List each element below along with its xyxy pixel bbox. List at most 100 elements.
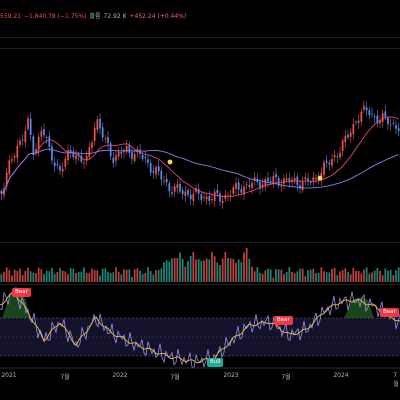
volume-bar [379, 270, 381, 282]
volume-bar [387, 270, 389, 282]
candle-body [152, 171, 155, 173]
candle-body [43, 129, 45, 136]
ma-fast-line [0, 116, 399, 197]
volume-bar [331, 268, 333, 282]
volume-bar [184, 266, 187, 282]
volume-bar [24, 270, 27, 282]
candle-body [331, 158, 333, 166]
volume-bar [203, 260, 205, 282]
candle-body [336, 156, 339, 158]
volume-bar [160, 268, 163, 282]
volume-bar [189, 255, 192, 282]
volume-bar [339, 271, 341, 282]
oscillator-bear-fill [2, 290, 30, 318]
volume-bar [32, 272, 35, 282]
volume-bar [163, 262, 165, 282]
volume-bar [336, 274, 339, 282]
volume-bar [389, 269, 392, 282]
legend-row: 559.21 −1,840.78 (−1.75%) 볼륨 72.92 K +45… [0, 11, 186, 23]
volume-bar [341, 270, 344, 282]
volume-bar [187, 261, 189, 282]
volume-bar [381, 275, 384, 282]
volume-bar [312, 268, 315, 282]
candle-body [245, 184, 248, 186]
volume-bar [240, 261, 243, 282]
time-axis-label: 7월 [393, 372, 399, 388]
candle-body [363, 105, 365, 110]
candle-body [387, 117, 389, 125]
candle-body [299, 185, 301, 189]
volume-bar [11, 275, 13, 282]
volume-bar [296, 271, 299, 282]
candle-body [376, 115, 379, 124]
cross-marker [317, 175, 323, 181]
candle-body [373, 116, 376, 117]
bear-signal-tag: Bear [12, 288, 31, 297]
volume-bar [61, 270, 64, 282]
candle-body [269, 180, 272, 182]
candle-body [293, 177, 296, 182]
pane-divider-volume[interactable] [0, 242, 400, 243]
volume-bar [315, 273, 317, 282]
candle-body [61, 168, 64, 172]
candle-body [101, 127, 104, 138]
volume-bar [51, 267, 53, 282]
candle-body [251, 182, 253, 189]
candle-body [275, 173, 277, 178]
candle-body [392, 122, 395, 124]
volume-bar [53, 273, 56, 282]
volume-bar [83, 267, 85, 282]
pane-divider-top [0, 37, 400, 38]
volume-bar [133, 269, 136, 282]
volume-bar [88, 273, 91, 282]
volume-label: 볼륨 [89, 13, 101, 20]
volume-bar [72, 268, 75, 282]
volume-bar [80, 271, 83, 282]
candle-body [165, 178, 168, 183]
candle-body [200, 194, 203, 200]
time-axis-label: 2021 [1, 372, 17, 379]
candle-body [29, 118, 32, 136]
volume-bar [229, 258, 232, 282]
candle-body [107, 136, 109, 144]
volume-bar [248, 258, 251, 282]
volume-bar [91, 268, 93, 282]
candle-body [333, 155, 336, 157]
volume-bar [253, 271, 256, 282]
candle-body [235, 183, 237, 189]
time-axis-label: 7월 [281, 374, 291, 381]
candle-body [141, 155, 144, 159]
volume-bar [43, 274, 45, 282]
volume-bar [67, 274, 69, 282]
candle-body [109, 143, 112, 157]
candle-body [288, 178, 291, 183]
candle-body [347, 134, 349, 138]
candle-body [277, 177, 280, 186]
volume-bar [59, 267, 61, 282]
bear-signal-tag: Bear [274, 316, 293, 325]
volume-bar [29, 271, 32, 282]
candle-body [59, 166, 61, 171]
pane-divider-oscillator[interactable] [0, 284, 400, 285]
volume-bar [291, 271, 293, 282]
candle-body [115, 155, 117, 161]
volume-bar [0, 274, 3, 282]
volume-bar [256, 267, 259, 282]
candle-body [211, 199, 213, 201]
candle-body [48, 136, 51, 147]
candle-body [232, 187, 235, 194]
ma-slow-line [0, 148, 399, 195]
candle-body [88, 147, 91, 157]
volume-bar [123, 269, 125, 282]
candle-body [384, 111, 387, 117]
candle-body [99, 118, 101, 129]
volume-bar [245, 248, 248, 282]
candle-body [144, 156, 147, 158]
volume-bar [277, 269, 280, 282]
candle-body [272, 175, 275, 184]
candle-body [229, 195, 232, 197]
candle-body [267, 177, 269, 182]
volume-bar [144, 273, 147, 282]
